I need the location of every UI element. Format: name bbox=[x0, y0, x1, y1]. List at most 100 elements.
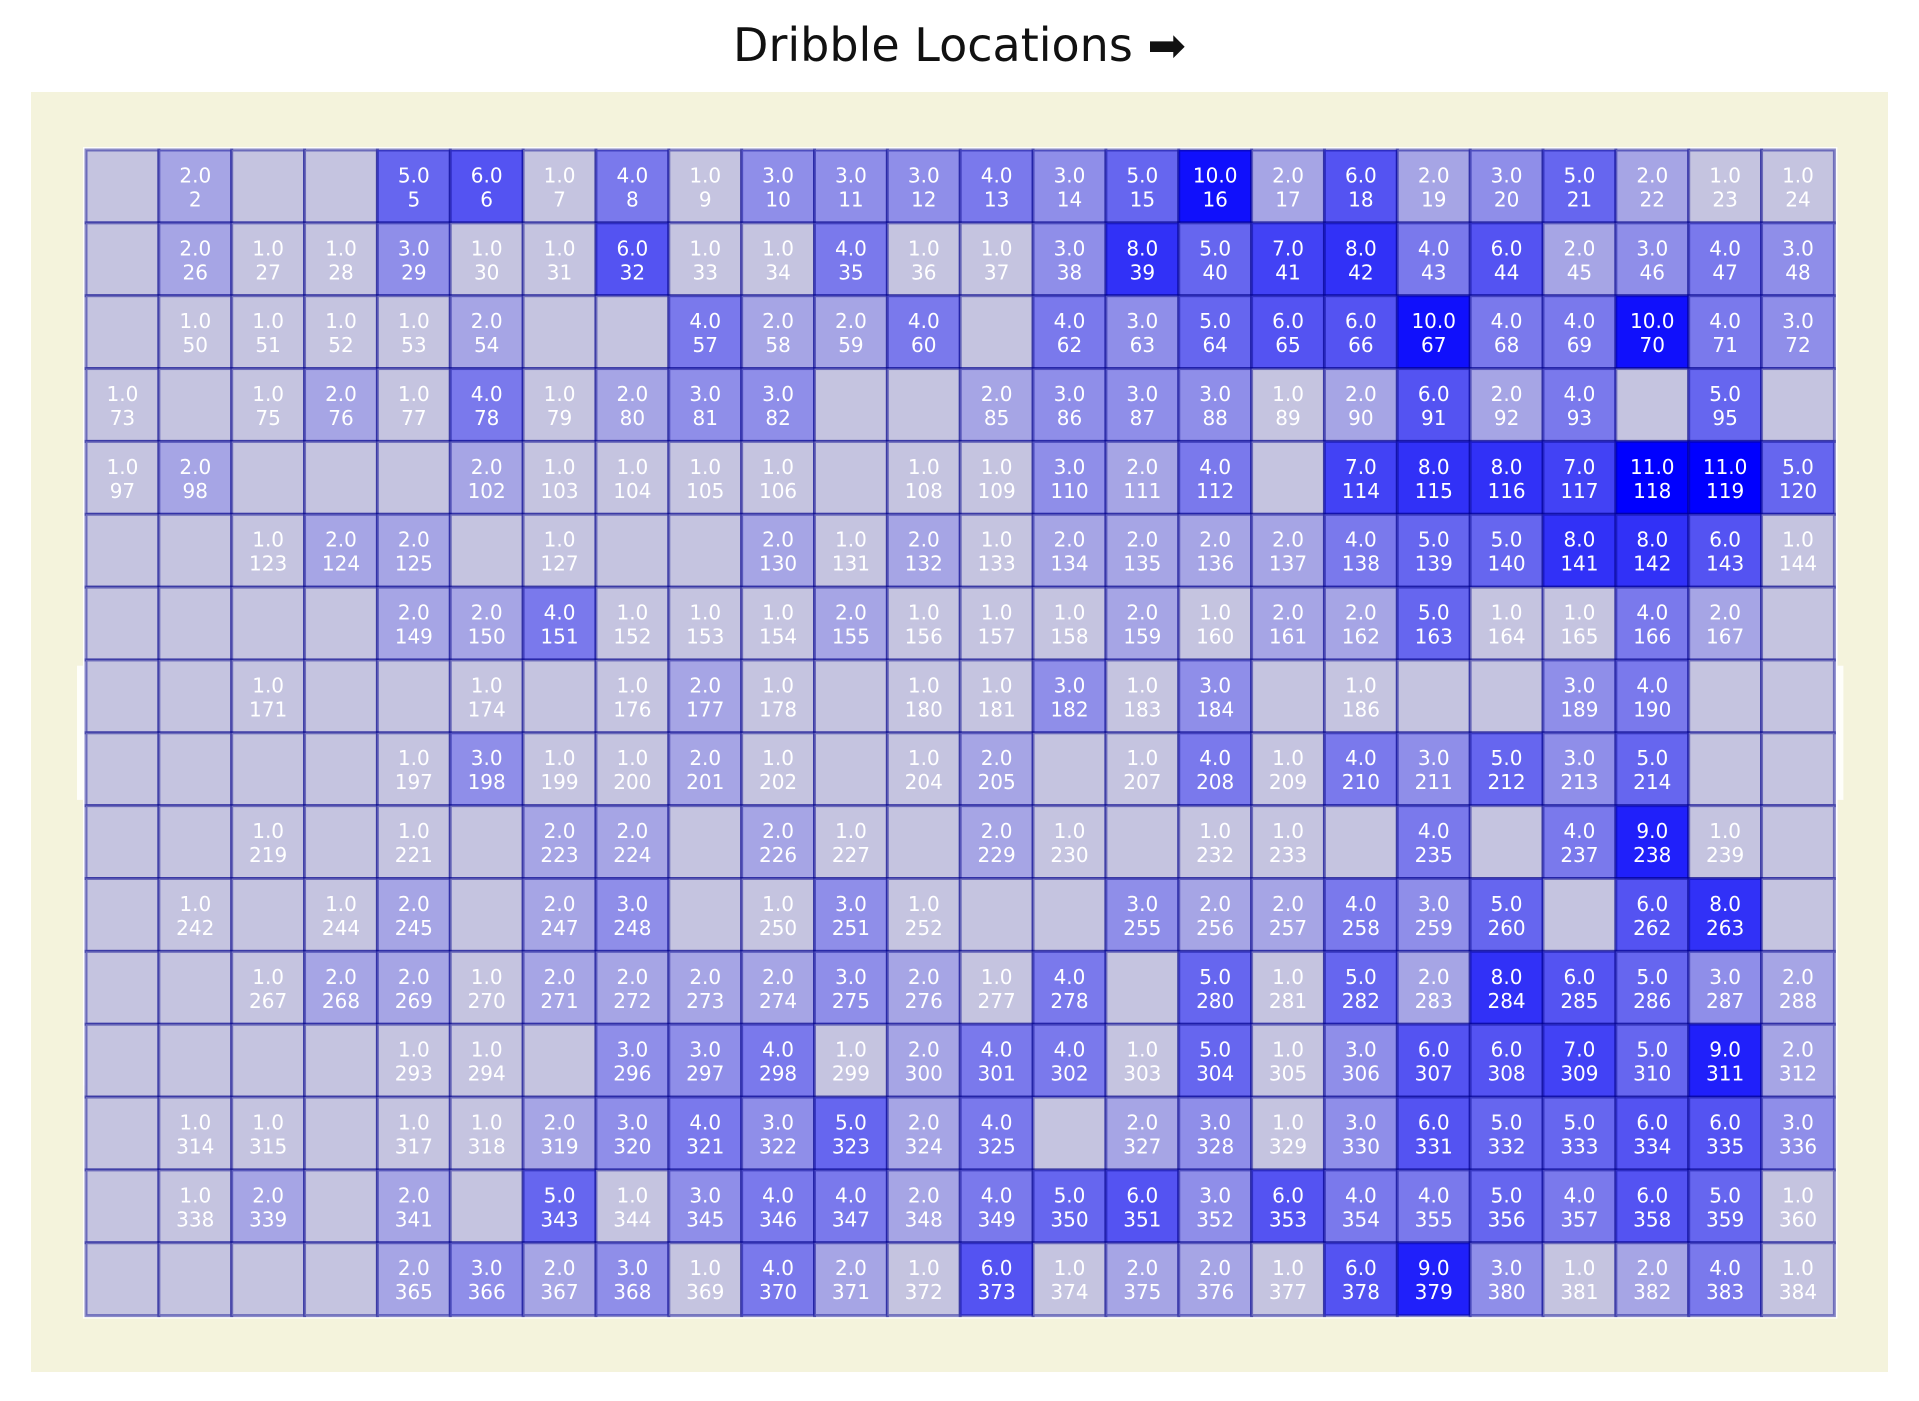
heatmap-cell bbox=[1250, 658, 1326, 735]
cell-value-label: 2.0 bbox=[908, 1183, 940, 1207]
heatmap-cell bbox=[1322, 148, 1399, 225]
cell-bin-label: 86 bbox=[1057, 406, 1082, 430]
cell-bin-label: 45 bbox=[1567, 260, 1592, 284]
cell-value-label: 8.0 bbox=[1709, 892, 1741, 916]
cell-value-label: 2.0 bbox=[471, 309, 503, 333]
heatmap-cell bbox=[1468, 367, 1545, 443]
cell-value-label: 2.0 bbox=[981, 746, 1013, 770]
cell-value-label: 2.0 bbox=[1709, 601, 1741, 625]
cell-bin-label: 174 bbox=[468, 697, 506, 721]
cell-value-label: 6.0 bbox=[1345, 1256, 1377, 1280]
cell-bin-label: 207 bbox=[1123, 770, 1161, 794]
cell-bin-label: 322 bbox=[759, 1134, 797, 1158]
cell-bin-label: 324 bbox=[905, 1134, 943, 1158]
cell-bin-label: 278 bbox=[1050, 989, 1088, 1013]
cell-bin-label: 133 bbox=[978, 552, 1016, 576]
heatmap-cell bbox=[157, 221, 234, 298]
cell-value-label: 4.0 bbox=[1054, 965, 1086, 989]
cell-bin-label: 306 bbox=[1342, 1062, 1380, 1086]
heatmap-cell bbox=[448, 1168, 525, 1245]
cell-bin-label: 28 bbox=[328, 260, 353, 284]
cell-bin-label: 60 bbox=[911, 333, 936, 357]
heatmap-cell bbox=[1760, 658, 1836, 735]
heatmap-cell bbox=[1687, 1241, 1764, 1318]
cell-value-label: 1.0 bbox=[981, 601, 1013, 625]
cell-value-label: 2.0 bbox=[835, 1256, 867, 1280]
cell-value-label: 1.0 bbox=[616, 1183, 648, 1207]
cell-bin-label: 93 bbox=[1567, 406, 1592, 430]
heatmap-cell bbox=[448, 877, 525, 953]
cell-value-label: 1.0 bbox=[252, 1110, 284, 1134]
cell-bin-label: 130 bbox=[759, 552, 797, 576]
cell-value-label: 2.0 bbox=[1636, 1256, 1668, 1280]
heatmap-cell bbox=[1687, 512, 1764, 589]
heatmap-cell bbox=[1395, 367, 1472, 443]
heatmap-cell bbox=[1614, 731, 1691, 808]
cell-value-label: 1.0 bbox=[835, 1038, 867, 1062]
cell-bin-label: 282 bbox=[1342, 989, 1380, 1013]
cell-value-label: 1.0 bbox=[762, 892, 794, 916]
cell-bin-label: 135 bbox=[1123, 552, 1161, 576]
cell-bin-label: 259 bbox=[1415, 916, 1453, 940]
cell-bin-label: 17 bbox=[1275, 187, 1300, 211]
cell-value-label: 2.0 bbox=[616, 819, 648, 843]
cell-bin-label: 40 bbox=[1202, 260, 1227, 284]
cell-bin-label: 321 bbox=[686, 1134, 724, 1158]
cell-value-label: 3.0 bbox=[689, 382, 721, 406]
cell-bin-label: 284 bbox=[1487, 989, 1525, 1013]
heatmap-cell bbox=[667, 877, 744, 953]
heatmap-cell bbox=[1177, 439, 1254, 516]
cell-bin-label: 44 bbox=[1494, 260, 1519, 284]
cell-bin-label: 29 bbox=[401, 260, 426, 284]
heatmap-cell bbox=[1468, 585, 1545, 662]
cell-value-label: 1.0 bbox=[544, 163, 576, 187]
heatmap-cell bbox=[1614, 804, 1691, 881]
cell-bin-label: 150 bbox=[468, 625, 506, 649]
heatmap-cell bbox=[958, 731, 1035, 808]
cell-bin-label: 58 bbox=[765, 333, 790, 357]
cell-bin-label: 73 bbox=[110, 406, 135, 430]
cell-bin-label: 140 bbox=[1487, 552, 1525, 576]
heatmap-cell bbox=[303, 731, 379, 808]
heatmap-cell bbox=[1541, 1022, 1618, 1099]
heatmap-cell bbox=[1031, 877, 1108, 953]
cell-value-label: 1.0 bbox=[544, 746, 576, 770]
cell-bin-label: 31 bbox=[547, 260, 572, 284]
cell-bin-label: 336 bbox=[1779, 1134, 1817, 1158]
cell-bin-label: 15 bbox=[1130, 187, 1155, 211]
cell-value-label: 4.0 bbox=[835, 1183, 867, 1207]
heatmap-cell bbox=[813, 1168, 889, 1245]
cell-bin-label: 285 bbox=[1560, 989, 1598, 1013]
cell-bin-label: 283 bbox=[1415, 989, 1453, 1013]
cell-bin-label: 304 bbox=[1196, 1062, 1234, 1086]
cell-value-label: 4.0 bbox=[1709, 309, 1741, 333]
cell-value-label: 4.0 bbox=[689, 309, 721, 333]
cell-value-label: 5.0 bbox=[1345, 965, 1377, 989]
cell-value-label: 4.0 bbox=[908, 309, 940, 333]
heatmap-cell bbox=[885, 1022, 962, 1099]
cell-bin-label: 120 bbox=[1779, 479, 1817, 503]
cell-value-label: 2.0 bbox=[179, 455, 211, 479]
cell-value-label: 2.0 bbox=[689, 673, 721, 697]
cell-value-label: 3.0 bbox=[1418, 746, 1450, 770]
heatmap-cell bbox=[1104, 877, 1181, 953]
cell-value-label: 4.0 bbox=[1345, 892, 1377, 916]
heatmap-cell bbox=[885, 585, 962, 662]
cell-bin-label: 138 bbox=[1342, 552, 1380, 576]
cell-value-label: 1.0 bbox=[1054, 819, 1086, 843]
cell-value-label: 3.0 bbox=[1054, 236, 1086, 260]
heatmap-cell bbox=[740, 804, 817, 881]
cell-value-label: 2.0 bbox=[1126, 455, 1158, 479]
cell-value-label: 2.0 bbox=[1418, 965, 1450, 989]
cell-bin-label: 338 bbox=[176, 1207, 214, 1231]
cell-bin-label: 103 bbox=[540, 479, 578, 503]
heatmap-cell bbox=[521, 949, 598, 1026]
cell-value-label: 4.0 bbox=[1564, 1183, 1596, 1207]
cell-bin-label: 372 bbox=[905, 1280, 943, 1304]
heatmap-cell bbox=[1104, 221, 1181, 298]
heatmap-cell bbox=[1177, 731, 1254, 808]
cell-value-label: 3.0 bbox=[1636, 236, 1668, 260]
cell-value-label: 3.0 bbox=[471, 1256, 503, 1280]
cell-value-label: 1.0 bbox=[1709, 163, 1741, 187]
cell-bin-label: 270 bbox=[468, 989, 506, 1013]
